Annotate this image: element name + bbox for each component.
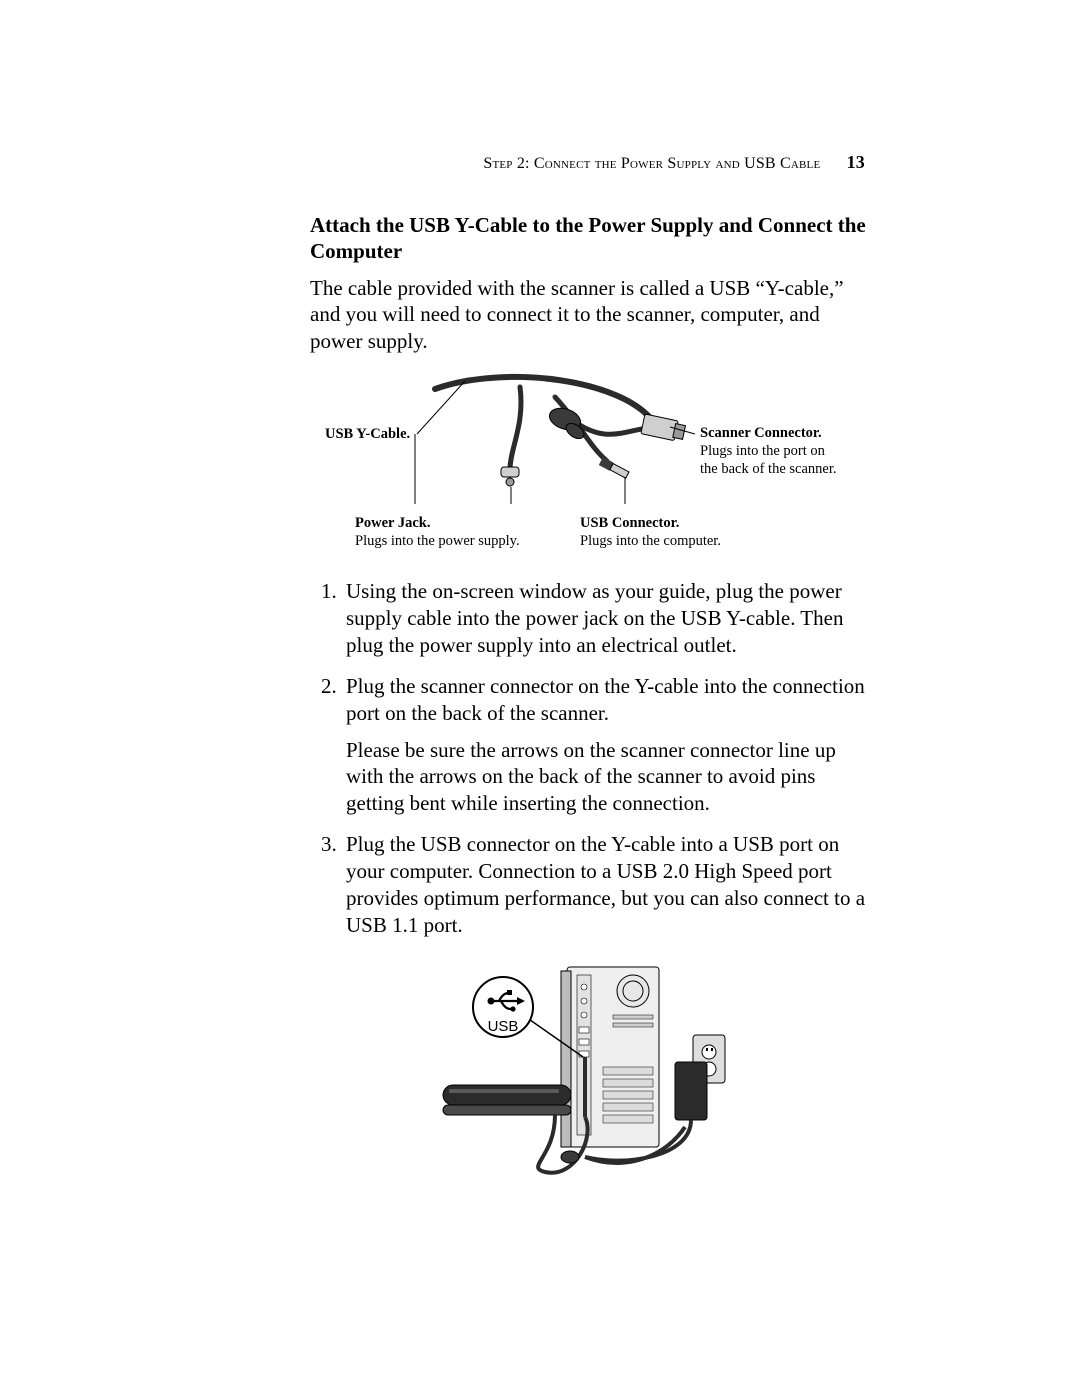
- step-3-text: Plug the USB connector on the Y-cable in…: [346, 832, 865, 937]
- label-power-jack: Power Jack. Plugs into the power supply.: [355, 514, 520, 550]
- step-2b-text: Please be sure the arrows on the scanner…: [346, 737, 870, 818]
- step-3: Plug the USB connector on the Y-cable in…: [342, 831, 870, 939]
- label-scanner-connector-title: Scanner Connector.: [700, 425, 822, 441]
- step-1: Using the on-screen window as your guide…: [342, 578, 870, 659]
- label-scanner-connector: Scanner Connector. Plugs into the port o…: [700, 424, 860, 478]
- label-power-jack-title: Power Jack.: [355, 515, 430, 531]
- label-scanner-connector-desc1: Plugs into the port on: [700, 443, 825, 459]
- figure-y-cable: USB Y-Cable. Scanner Connector. Plugs in…: [325, 369, 855, 554]
- label-power-jack-desc: Plugs into the power supply.: [355, 533, 520, 549]
- usb-badge-label: USB: [488, 1018, 519, 1035]
- label-usb-connector-desc: Plugs into the computer.: [580, 533, 721, 549]
- intro-paragraph: The cable provided with the scanner is c…: [310, 275, 870, 356]
- label-usb-y-cable-title: USB Y-Cable.: [325, 426, 410, 442]
- figure-connection-setup: USB: [435, 957, 745, 1187]
- step-2: Plug the scanner connector on the Y-cabl…: [342, 673, 870, 817]
- instruction-list: Using the on-screen window as your guide…: [310, 578, 870, 939]
- document-page: Step 2: Connect the Power Supply and USB…: [0, 0, 1080, 1397]
- section-title: Attach the USB Y-Cable to the Power Supp…: [310, 212, 870, 265]
- header-text: Step 2: Connect the Power Supply and USB…: [483, 155, 820, 172]
- running-header: Step 2: Connect the Power Supply and USB…: [483, 152, 865, 173]
- label-usb-y-cable: USB Y-Cable.: [325, 425, 410, 443]
- label-usb-connector: USB Connector. Plugs into the computer.: [580, 514, 721, 550]
- label-usb-connector-title: USB Connector.: [580, 515, 679, 531]
- page-number: 13: [847, 152, 865, 172]
- step-1-text: Using the on-screen window as your guide…: [346, 579, 843, 657]
- label-scanner-connector-desc2: the back of the scanner.: [700, 461, 836, 477]
- step-2-text: Plug the scanner connector on the Y-cabl…: [346, 674, 865, 725]
- connection-setup-illustration-icon: USB: [435, 957, 745, 1187]
